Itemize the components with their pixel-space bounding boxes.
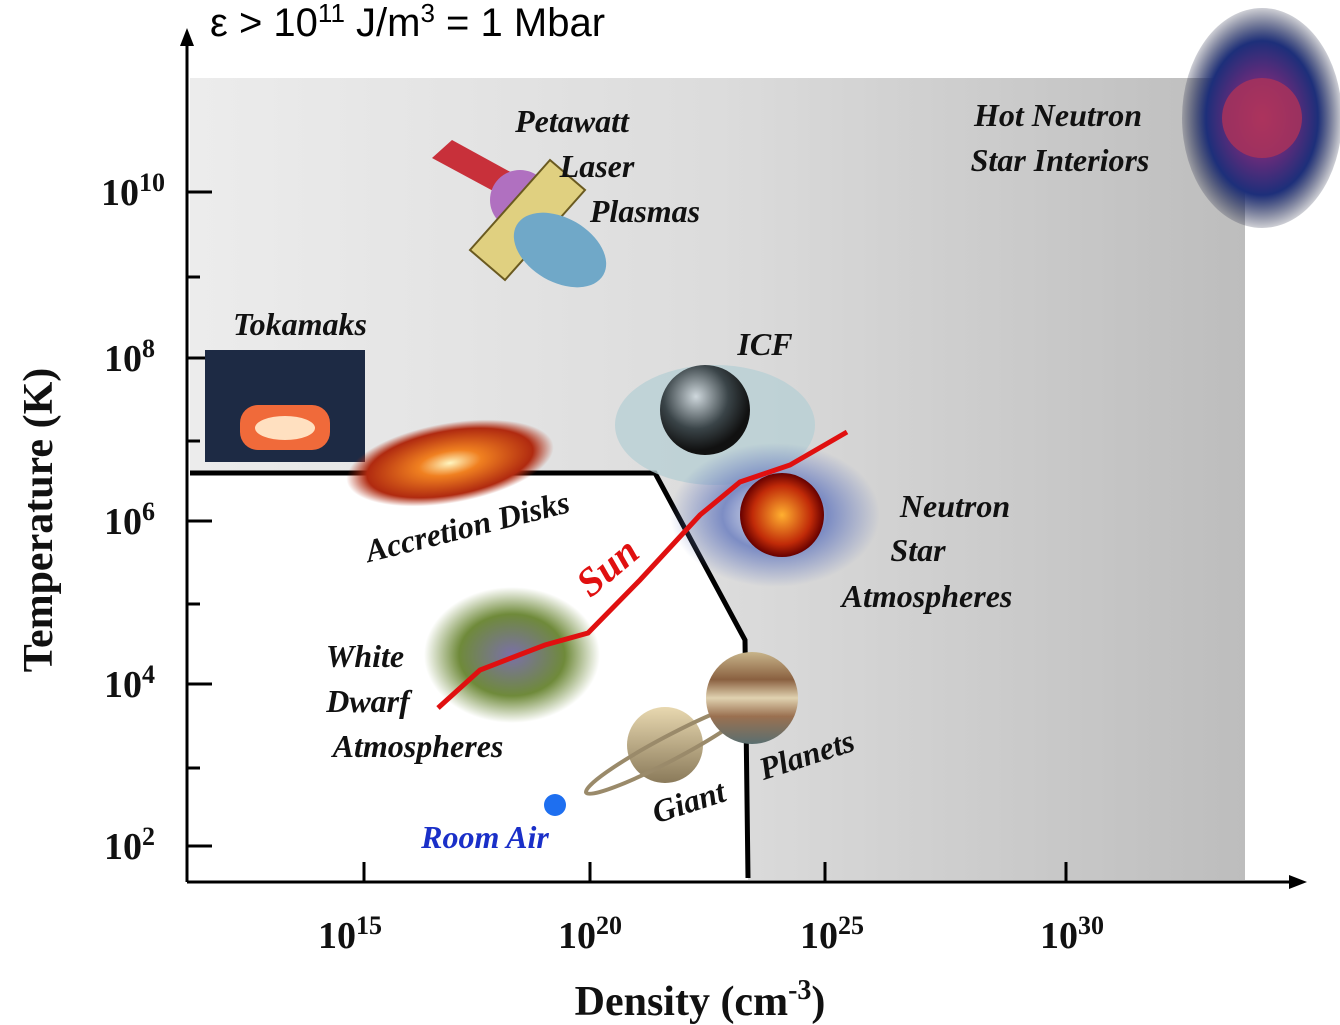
- tick-base: 10: [104, 338, 142, 380]
- room-air-dot: [544, 794, 566, 816]
- tokamak-image: [205, 350, 365, 462]
- title-mid: J/m: [345, 1, 421, 45]
- y-tick-label: 106: [104, 497, 155, 543]
- tick-base: 10: [558, 915, 596, 957]
- tick-base: 10: [318, 915, 356, 957]
- x-label-text: Density (cm: [575, 979, 788, 1025]
- x-label-exp: -3: [788, 975, 811, 1006]
- tick-exp: 4: [142, 660, 155, 689]
- region-label: Laser: [559, 148, 635, 184]
- tick-exp: 20: [596, 911, 622, 940]
- tick-base: 10: [1040, 915, 1078, 957]
- region-label: White: [326, 638, 404, 674]
- title-tail: = 1 Mbar: [435, 1, 605, 45]
- region-label: Petawatt: [514, 103, 630, 139]
- title-exp2: 3: [420, 0, 434, 28]
- tick-exp: 15: [356, 911, 382, 940]
- tick-exp: 2: [142, 822, 155, 851]
- tick-base: 10: [104, 664, 142, 706]
- x-arrow: [1289, 875, 1307, 889]
- x-tick-label: 1030: [1040, 911, 1104, 957]
- tick-exp: 10: [139, 168, 165, 197]
- neutron-star-image: [1182, 8, 1340, 228]
- white-dwarf-image: [424, 587, 600, 723]
- region-label: Atmospheres: [331, 728, 504, 764]
- x-tick-label: 1025: [800, 911, 864, 957]
- tick-exp: 25: [838, 911, 864, 940]
- region-label: Atmospheres: [840, 578, 1013, 614]
- x-axis-label: Density (cm-3): [575, 975, 826, 1025]
- y-tick-label: 104: [104, 660, 155, 706]
- y-tick-label: 108: [104, 334, 155, 380]
- tick-base: 10: [800, 915, 838, 957]
- y-tick-label: 102: [104, 822, 155, 868]
- region-label: Star Interiors: [971, 142, 1150, 178]
- tick-exp: 8: [142, 334, 155, 363]
- title: ε > 1011 J/m3 = 1 Mbar: [210, 0, 605, 45]
- diagram: 1010 108 106 104 102 1015 1020 1025 1030…: [0, 0, 1340, 1025]
- title-exp: 11: [318, 0, 345, 28]
- region-label: Dwarf: [325, 683, 413, 719]
- y-tick-label: 1010: [101, 168, 165, 214]
- region-label: Hot Neutron: [973, 97, 1142, 133]
- title-base: ε > 10: [210, 1, 318, 45]
- tick-base: 10: [101, 172, 139, 214]
- tick-exp: 6: [142, 497, 155, 526]
- region-label: ICF: [736, 326, 792, 362]
- y-arrow: [180, 28, 194, 46]
- y-axis-label: Temperature (K): [16, 368, 62, 672]
- y-tick-labels: 1010 108 106 104 102: [101, 168, 165, 868]
- region-label: Room Air: [420, 819, 549, 855]
- x-label-close: ): [811, 979, 825, 1025]
- tick-exp: 30: [1078, 911, 1104, 940]
- x-tick-label: 1015: [318, 911, 382, 957]
- region-label: Star: [890, 532, 946, 568]
- region-label: Tokamaks: [233, 306, 367, 342]
- region-label: Neutron: [899, 488, 1010, 524]
- tick-base: 10: [104, 826, 142, 868]
- region-label: Plasmas: [589, 193, 700, 229]
- x-tick-labels: 1015 1020 1025 1030: [318, 911, 1104, 957]
- tick-base: 10: [104, 501, 142, 543]
- x-tick-label: 1020: [558, 911, 622, 957]
